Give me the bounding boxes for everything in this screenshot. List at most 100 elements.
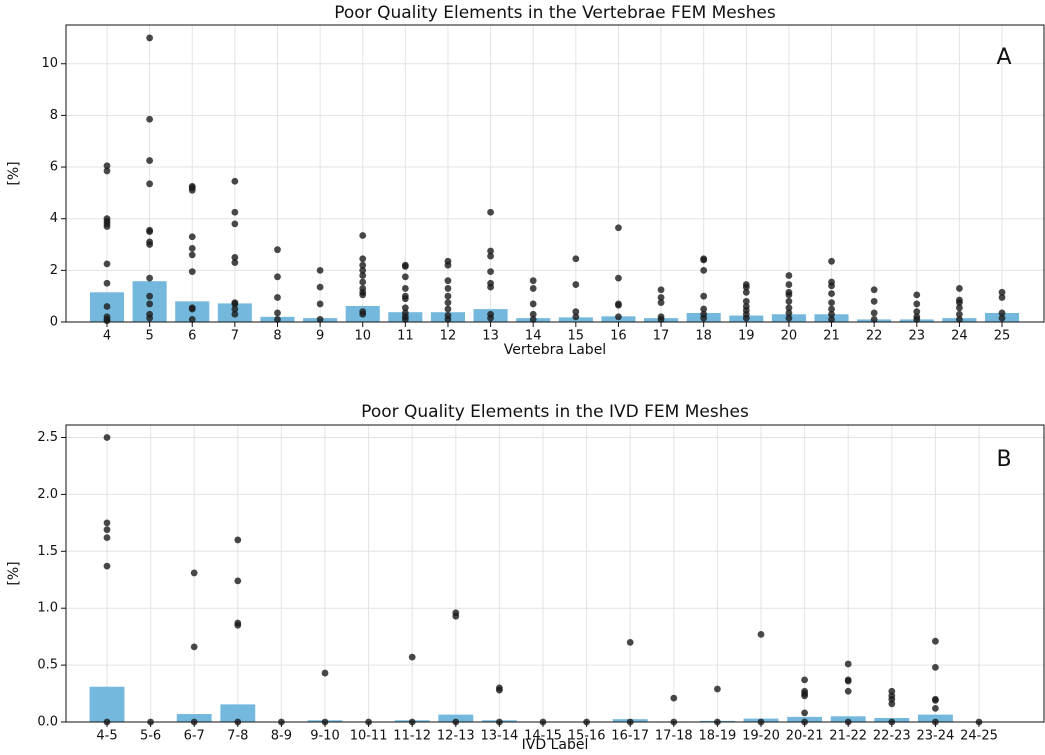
panel-label: B xyxy=(996,447,1011,472)
y-axis-label: [%] xyxy=(6,161,22,185)
data-point xyxy=(231,220,239,228)
data-point xyxy=(103,519,111,527)
data-point xyxy=(234,577,242,585)
data-point xyxy=(103,303,111,310)
x-tick-label: 14 xyxy=(525,329,542,344)
x-tick-label: 6-7 xyxy=(184,729,205,744)
x-tick-label: 5-6 xyxy=(140,729,161,744)
y-tick-label: 2.5 xyxy=(37,430,58,445)
x-tick-label: 13-14 xyxy=(481,729,519,744)
chart-title: Poor Quality Elements in the IVD FEM Mes… xyxy=(361,402,749,422)
y-axis-label: [%] xyxy=(6,561,22,585)
data-point xyxy=(231,208,239,216)
data-point xyxy=(401,316,409,323)
data-point xyxy=(615,313,622,321)
data-point xyxy=(103,526,111,534)
data-point xyxy=(234,621,242,629)
x-tick-label: 4-5 xyxy=(96,729,117,744)
data-point xyxy=(956,299,963,307)
data-point xyxy=(956,316,963,323)
data-point xyxy=(103,167,111,175)
data-point xyxy=(316,316,324,323)
data-point xyxy=(932,637,939,645)
x-tick-label: 5 xyxy=(145,329,153,344)
data-point xyxy=(932,696,939,704)
data-point xyxy=(657,316,665,323)
data-point xyxy=(700,256,708,264)
data-point xyxy=(785,314,793,322)
data-point xyxy=(274,294,281,301)
data-point xyxy=(103,317,111,325)
data-point xyxy=(188,244,196,252)
data-point xyxy=(956,285,963,292)
data-point xyxy=(700,292,708,300)
data-point xyxy=(231,177,239,185)
x-axis-label: Vertebra Label xyxy=(504,342,606,358)
data-point xyxy=(742,283,750,291)
data-point xyxy=(626,638,634,646)
data-point xyxy=(572,313,580,321)
x-tick-label: 8 xyxy=(273,329,281,344)
data-point xyxy=(956,304,963,312)
data-point xyxy=(785,304,793,312)
data-point xyxy=(998,294,1006,301)
data-point xyxy=(231,305,239,313)
plot-frame xyxy=(65,24,1045,323)
data-point xyxy=(231,300,239,308)
data-point xyxy=(487,247,494,255)
x-tick-label: 17 xyxy=(653,329,670,344)
data-point xyxy=(146,292,154,300)
data-point xyxy=(188,233,196,241)
x-tick-label: 23-24 xyxy=(917,729,955,744)
x-tick-label: 17-18 xyxy=(655,729,693,744)
x-tick-label: 7-8 xyxy=(227,729,248,744)
data-point xyxy=(785,291,793,299)
data-point xyxy=(913,308,921,316)
data-point xyxy=(146,228,154,236)
y-tick-label: 4 xyxy=(50,211,58,226)
data-point xyxy=(188,268,196,276)
data-point xyxy=(190,643,198,651)
x-tick-label: 24-25 xyxy=(960,729,998,744)
data-point xyxy=(274,273,281,281)
data-point xyxy=(452,612,460,620)
data-point xyxy=(316,283,324,291)
y-tick-label: 1.0 xyxy=(37,601,58,616)
data-point xyxy=(444,261,452,269)
data-point xyxy=(103,223,111,230)
data-point xyxy=(321,669,329,677)
bar xyxy=(176,714,212,722)
data-point xyxy=(444,316,452,323)
data-point xyxy=(742,314,750,322)
data-point xyxy=(496,686,503,694)
x-tick-label: 4 xyxy=(103,329,111,344)
data-point xyxy=(700,266,708,274)
data-point xyxy=(401,304,409,312)
data-point xyxy=(828,316,835,323)
data-point xyxy=(487,208,494,216)
data-point xyxy=(401,295,409,303)
x-tick-label: 15 xyxy=(568,329,585,344)
data-point xyxy=(487,252,494,260)
bar xyxy=(438,714,474,722)
x-tick-label: 10-11 xyxy=(350,729,388,744)
data-point xyxy=(487,268,494,276)
data-point xyxy=(657,286,665,294)
data-point xyxy=(572,281,580,288)
data-point xyxy=(870,286,878,294)
data-point xyxy=(401,285,409,292)
data-point xyxy=(359,261,367,269)
x-tick-label: 22 xyxy=(866,329,883,344)
bar xyxy=(917,714,953,722)
data-point xyxy=(932,663,939,671)
y-tick-label: 0 xyxy=(50,315,58,330)
data-point xyxy=(316,300,324,308)
data-point xyxy=(913,300,921,308)
y-tick-label: 0.5 xyxy=(37,658,58,673)
data-point xyxy=(888,700,896,708)
x-tick-label: 12-13 xyxy=(437,729,475,744)
data-point xyxy=(103,434,111,441)
data-point xyxy=(146,241,154,248)
data-point xyxy=(801,709,808,717)
data-point xyxy=(828,257,835,265)
